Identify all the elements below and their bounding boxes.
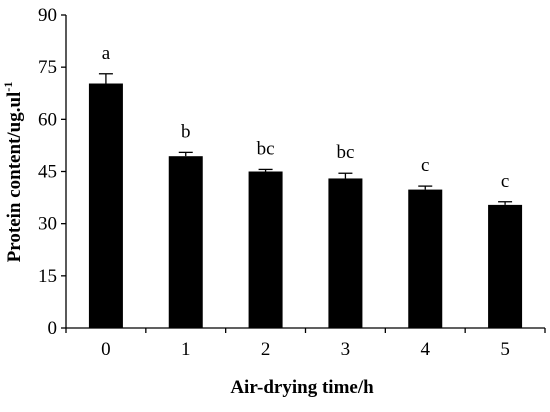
significance-label: bc [336, 142, 354, 163]
significance-label: c [501, 171, 509, 192]
bar [328, 178, 363, 328]
bar [248, 171, 283, 328]
significance-label: bc [257, 138, 275, 159]
y-tick-label: 0 [48, 318, 58, 339]
y-tick-label: 45 [38, 162, 57, 183]
x-tick-label: 2 [261, 339, 271, 360]
y-axis-ticks: 0 15 30 45 60 75 90 [38, 5, 66, 339]
bar [488, 204, 523, 328]
y-axis-title: Protein content/ug.ul-1 [1, 82, 25, 263]
y-axis-title-main: Protein content/ug.ul [4, 92, 25, 263]
x-tick-label: 3 [341, 339, 351, 360]
x-tick-label: 4 [421, 339, 431, 360]
y-axis-title-superscript: -1 [1, 82, 15, 92]
significance-label: c [421, 155, 429, 176]
x-axis-title: Air-drying time/h [230, 377, 374, 398]
x-axis-ticks: 0 1 2 3 4 5 [65, 328, 546, 360]
significance-label: a [102, 43, 111, 64]
y-tick-label: 75 [38, 57, 57, 78]
axes [65, 15, 545, 329]
significance-label: b [181, 121, 191, 142]
bar [88, 83, 123, 328]
y-tick-label: 15 [38, 266, 57, 287]
y-tick-label: 60 [38, 109, 57, 130]
y-tick-label: 30 [38, 214, 57, 235]
x-tick-label: 0 [101, 339, 111, 360]
x-tick-label: 1 [181, 339, 191, 360]
bar-series: a b bc bc c c [88, 43, 523, 328]
y-tick-label: 90 [38, 5, 57, 26]
x-tick-label: 5 [500, 339, 510, 360]
bar [408, 189, 443, 328]
bar [168, 156, 203, 328]
